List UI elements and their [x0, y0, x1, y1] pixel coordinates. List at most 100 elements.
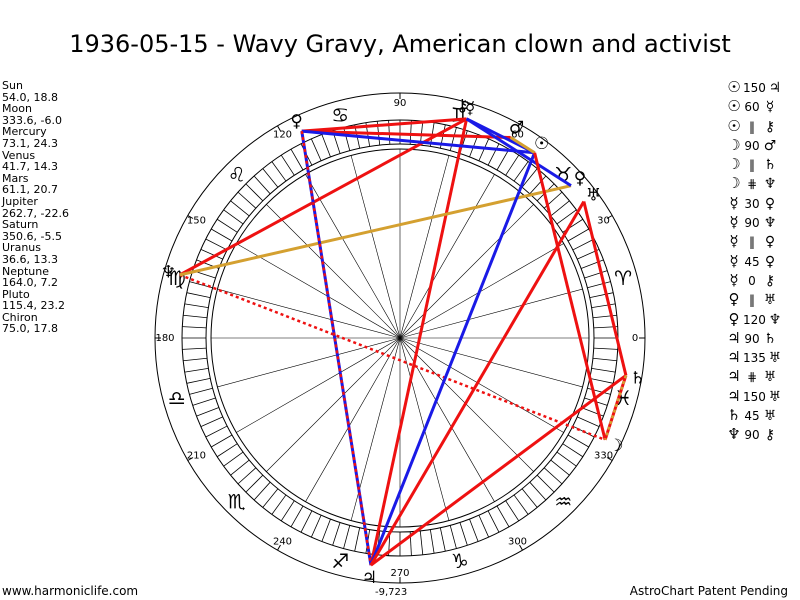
- degree-tick: [262, 488, 279, 508]
- outer-tick: [187, 215, 194, 219]
- outer-tick: [187, 457, 194, 461]
- planet-position-list: Sun 54.0, 18.8 Moon 333.6, -6.0 Mercury 73.1,…: [2, 80, 69, 335]
- aspect-planet-b-glyph: ♀: [764, 234, 776, 251]
- planet-glyph: ♆: [161, 263, 176, 283]
- degree-tick: [419, 530, 424, 555]
- aspect-row: ☉ ‖ ⚷: [727, 117, 799, 136]
- zodiac-sign-glyph: ♍: [168, 266, 186, 290]
- degree-tick: [211, 434, 233, 448]
- aspect-planet-a-glyph: ☽: [727, 155, 741, 174]
- aspect-planet-b-glyph: ⚷: [764, 427, 776, 444]
- degree-tick: [310, 515, 322, 538]
- degree-label: 180: [155, 333, 174, 344]
- aspect-type: 90: [744, 138, 760, 153]
- aspect-row: ☿ 45 ♀: [727, 252, 799, 271]
- footer-patent-note: AstroChart Patent Pending: [629, 584, 788, 598]
- degree-tick: [478, 515, 490, 538]
- aspect-planet-b-glyph: ♅: [763, 292, 777, 309]
- zodiac-sign-glyph: ♌: [228, 163, 246, 187]
- wheel-spoke: [399, 204, 534, 339]
- degree-tick: [200, 416, 223, 428]
- degree-tick: [183, 357, 208, 362]
- aspect-planet-a-glyph: ♄: [727, 406, 741, 425]
- zodiac-sign-glyph: ♈: [614, 266, 632, 290]
- degree-tick: [200, 248, 223, 260]
- wheel-spoke: [305, 337, 401, 502]
- aspect-type: 150: [743, 81, 766, 95]
- aspect-type: 45: [744, 254, 760, 269]
- wheel-spoke: [399, 337, 564, 433]
- degree-tick: [536, 474, 555, 493]
- degree-label: 240: [273, 537, 292, 548]
- zodiac-sign-glyph: ♋: [331, 103, 349, 127]
- wheel-spoke: [399, 288, 583, 339]
- degree-tick: [478, 138, 490, 161]
- aspect-line: [533, 152, 607, 441]
- aspect-planet-a-glyph: ☿: [729, 251, 739, 270]
- wheel-spoke: [399, 337, 534, 472]
- aspect-planet-b-glyph: ♂: [763, 137, 777, 154]
- planet-glyph: ♀: [290, 111, 302, 131]
- wheel-spoke: [217, 288, 401, 339]
- outer-tick: [606, 457, 613, 461]
- aspect-type: ‖: [749, 119, 755, 134]
- planet-position: 350.6, -5.5: [2, 229, 62, 243]
- aspect-planet-b-glyph: ♃: [768, 80, 782, 96]
- degree-tick: [230, 459, 250, 476]
- degree-tick: [589, 377, 614, 384]
- aspect-planet-a-glyph: ♃: [727, 386, 741, 405]
- degree-tick: [556, 209, 577, 225]
- wheel-spoke: [305, 174, 401, 339]
- planet-position: 115.4, 23.2: [2, 299, 65, 313]
- degree-label: 300: [508, 537, 527, 548]
- degree-tick: [245, 474, 264, 493]
- aspect-type: ⋕: [746, 370, 758, 385]
- degree-tick: [567, 228, 589, 242]
- zodiac-sign-glyph: ♑: [451, 549, 469, 573]
- aspect-lines: [179, 117, 628, 567]
- wheel-degree-labels: 0 30 60 90 120 150 180 210 240 270 300 330: [155, 98, 638, 579]
- degree-tick: [280, 154, 295, 176]
- aspect-line: [465, 117, 572, 187]
- planet-name: Saturn: [2, 218, 39, 232]
- outer-tick: [519, 544, 523, 551]
- degree-tick: [343, 525, 351, 549]
- degree-tick: [216, 443, 238, 458]
- aspect-line: [509, 136, 536, 155]
- aspect-type: 90: [744, 428, 760, 443]
- aspect-line: [301, 129, 511, 140]
- degree-tick: [521, 488, 538, 508]
- aspect-planet-b-glyph: ☿: [765, 99, 775, 116]
- aspect-type: 150: [743, 389, 766, 404]
- aspect-row: ☽ ⋕ ♆: [727, 174, 799, 193]
- degree-tick: [529, 481, 547, 501]
- degree-tick: [271, 494, 287, 515]
- chart-title: 1936-05-15 - Wavy Gravy, American clown …: [69, 30, 731, 58]
- degree-tick: [205, 425, 228, 438]
- degree-tick: [487, 510, 500, 533]
- degree-tick: [513, 494, 529, 515]
- degree-tick: [567, 434, 589, 448]
- aspect-planet-a-glyph: ☿: [729, 193, 739, 212]
- degree-label: 30: [597, 216, 610, 227]
- footer-website: www.harmoniclife.com: [2, 584, 139, 598]
- zodiac-sign-glyph: ♐: [331, 549, 349, 573]
- degree-tick: [186, 292, 211, 299]
- planet-glyph: ♃: [362, 568, 377, 588]
- degree-tick: [230, 200, 250, 217]
- aspect-row: ♆ 90 ⚷: [727, 425, 799, 444]
- aspect-planet-a-glyph: ♆: [727, 425, 741, 444]
- planet-position: 73.1, 24.3: [2, 136, 58, 150]
- degree-tick: [449, 525, 457, 549]
- zodiac-sign-glyph: ♏: [228, 489, 246, 513]
- degree-tick: [205, 238, 228, 251]
- aspect-line: [369, 200, 586, 566]
- degree-tick: [593, 347, 618, 350]
- aspect-planet-a-glyph: ☽: [727, 135, 741, 154]
- planet-name: Venus: [2, 148, 36, 162]
- aspect-line: [370, 374, 627, 567]
- aspect-row: ☿ 90 ♆: [727, 213, 799, 232]
- degree-tick: [196, 407, 220, 417]
- degree-tick: [343, 127, 351, 151]
